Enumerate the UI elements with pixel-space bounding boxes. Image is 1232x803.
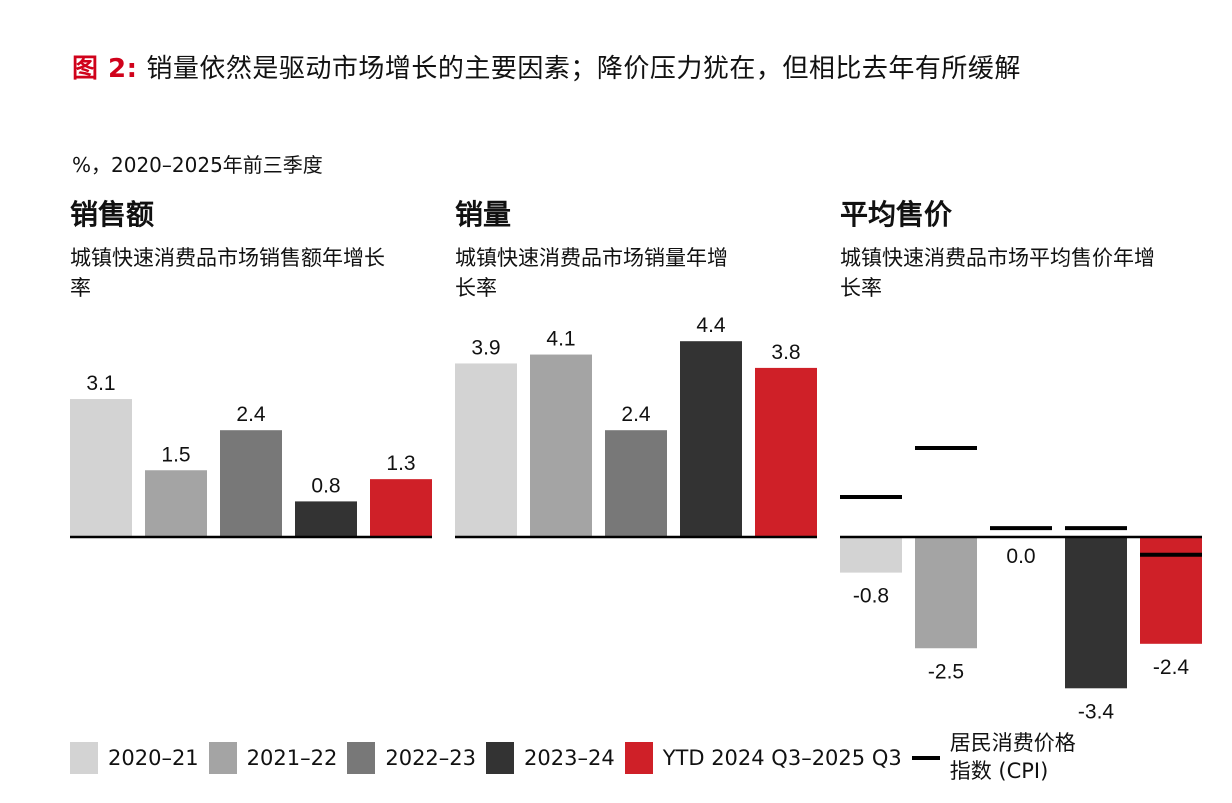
- bar-1-5: [370, 479, 432, 537]
- data-label: 1.5: [161, 443, 190, 466]
- legend-swatch: [486, 742, 515, 774]
- data-label: -3.4: [1078, 700, 1115, 723]
- legend-label: 2020–21: [108, 746, 199, 770]
- bar-2-1: [455, 363, 517, 537]
- panel-title-price: 平均售价: [840, 198, 953, 231]
- data-label: 1.3: [386, 452, 415, 475]
- legend-label: 2022–23: [385, 746, 477, 770]
- data-label: 3.8: [771, 341, 800, 364]
- data-label: 4.4: [696, 314, 726, 337]
- bar-1-1: [70, 399, 132, 537]
- data-label: 2.4: [236, 403, 266, 426]
- data-label: 3.9: [471, 336, 500, 359]
- legend-label: 2021–22: [246, 746, 338, 770]
- figure-number: 图 2:: [72, 54, 138, 84]
- data-label: -2.4: [1153, 656, 1190, 679]
- figure-title-text: 销量依然是驱动市场增长的主要因素；降价压力犹在，但相比去年有所缓解: [146, 54, 1021, 84]
- bar-3-1: [840, 537, 902, 573]
- legend: 2020–21 2021–22 2022–23 2023–24 YTD 2024 Q3–…: [70, 731, 1086, 783]
- legend-line-icon: [911, 756, 940, 760]
- legend-item: 2023–24: [486, 742, 615, 774]
- data-label: -0.8: [853, 585, 889, 608]
- legend-swatch: [70, 742, 98, 774]
- legend-swatch: [347, 742, 376, 774]
- legend-label-line: 指数 (CPI): [949, 759, 1049, 783]
- legend-item: 2021–22: [208, 742, 338, 774]
- panel-title-volume: 销量: [455, 198, 512, 231]
- bar-3-4: [1065, 537, 1127, 689]
- bar-2-2: [530, 354, 592, 537]
- legend-label: 居民消费价格 指数 (CPI): [950, 729, 1076, 785]
- legend-item: YTD 2024 Q3–2025 Q3: [624, 742, 902, 774]
- legend-item: 2020–21: [70, 742, 199, 774]
- panel-title-sales: 销售额: [70, 198, 155, 231]
- legend-label: YTD 2024 Q3–2025 Q3: [662, 746, 902, 770]
- bar-1-4: [295, 501, 357, 537]
- bar-2-4: [680, 341, 742, 537]
- panel-subtitle-volume: 城镇快速消费品市场销量年增长率: [455, 246, 728, 300]
- legend-swatch: [208, 742, 237, 774]
- legend-swatch: [624, 742, 653, 774]
- bar-1-3: [220, 430, 282, 537]
- bar-2-5: [755, 367, 817, 537]
- bar-1-2: [145, 470, 207, 537]
- data-label: 2.4: [621, 403, 651, 426]
- data-label: 0.0: [1006, 545, 1035, 568]
- figure-title: 图 2: 销量依然是驱动市场增长的主要因素；降价压力犹在，但相比去年有所缓解: [72, 48, 1021, 85]
- panel-subtitle-sales: 城镇快速消费品市场销售额年增长率: [70, 246, 385, 300]
- legend-item: 2022–23: [347, 742, 476, 774]
- legend-label: 2023–24: [524, 746, 615, 770]
- panel-subtitle-price: 城镇快速消费品市场平均售价年增长率: [840, 246, 1155, 300]
- data-label: 4.1: [546, 328, 575, 351]
- unit-note: %，2020–2025年前三季度: [72, 153, 323, 177]
- data-label: 0.8: [311, 474, 340, 497]
- data-label: 3.1: [86, 372, 115, 395]
- legend-label-line: 居民消费价格: [949, 731, 1076, 755]
- data-label: -2.5: [928, 660, 964, 683]
- bar-3-2: [915, 537, 977, 649]
- legend-item: 居民消费价格 指数 (CPI): [911, 729, 1076, 785]
- bar-2-3: [605, 430, 667, 537]
